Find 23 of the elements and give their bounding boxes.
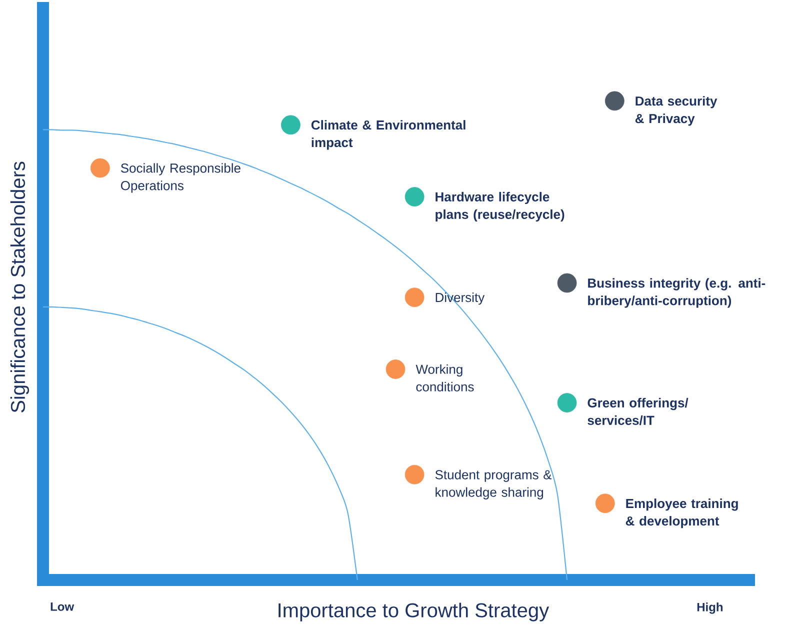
series-label: Business integrity (e.g. anti- bribery/anti-corruption) bbox=[588, 278, 766, 308]
series-label: Hardware lifecycle plans (reuse/recycle) bbox=[436, 192, 564, 222]
point bbox=[604, 91, 624, 111]
series-label: Employee training & development bbox=[626, 498, 738, 528]
point bbox=[281, 115, 300, 135]
point bbox=[557, 393, 577, 412]
point bbox=[557, 273, 577, 293]
point bbox=[404, 288, 424, 308]
point bbox=[90, 158, 110, 178]
series-label: Climate & Environmental impact bbox=[311, 120, 466, 150]
point bbox=[404, 187, 424, 206]
point bbox=[386, 360, 406, 379]
x-tick-label: High bbox=[697, 602, 723, 614]
x-tick-label: Low bbox=[50, 602, 74, 611]
y-axis-title: Significance to Stakeholders bbox=[10, 162, 30, 412]
series-label: Student programs & knowledge sharing bbox=[435, 470, 552, 500]
point bbox=[595, 494, 615, 514]
point bbox=[404, 464, 424, 484]
series-label: Green offerings/ services/IT bbox=[588, 398, 688, 426]
series-label: Working conditions bbox=[416, 364, 474, 392]
x-axis-title: Importance to Growth Strategy bbox=[278, 602, 550, 622]
series-label: Data security & Privacy bbox=[635, 96, 718, 126]
series-label: Socially Responsible Operations bbox=[120, 163, 240, 193]
